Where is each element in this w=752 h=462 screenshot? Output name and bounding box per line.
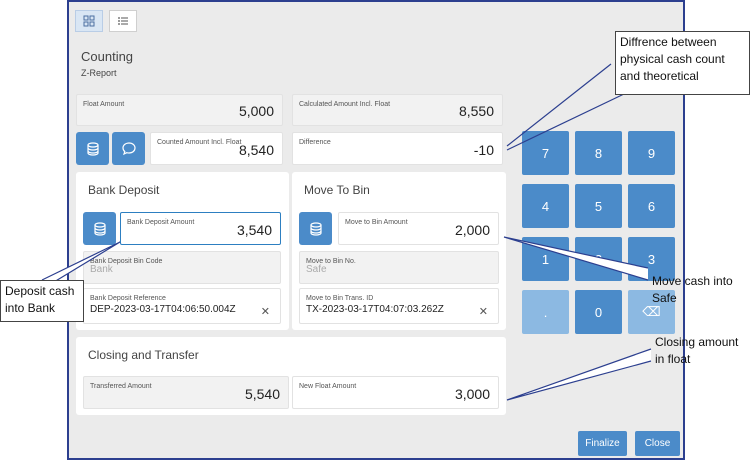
new-float-amount-input[interactable]: New Float Amount 3,000 — [292, 376, 499, 409]
keypad-8[interactable]: 8 — [575, 131, 622, 175]
bank-deposit-amount-label: Bank Deposit Amount — [127, 219, 195, 226]
keypad-6[interactable]: 6 — [628, 184, 675, 228]
comment-button[interactable] — [112, 132, 145, 165]
move-to-bin-no-label: Move to Bin No. — [306, 258, 356, 265]
bank-deposit-reference-value: DEP-2023-03-17T04:06:50.004Z — [90, 304, 236, 315]
float-amount-field: Float Amount 5,000 — [76, 94, 283, 126]
new-float-amount-value: 3,000 — [454, 386, 490, 402]
keypad-7[interactable]: 7 — [522, 131, 569, 175]
bank-deposit-amount-value: 3,540 — [236, 222, 272, 238]
bank-deposit-coins-button[interactable] — [83, 212, 116, 245]
page-title: Counting — [81, 49, 134, 64]
count-cash-button[interactable] — [76, 132, 109, 165]
keypad-1[interactable]: 1 — [522, 237, 569, 281]
move-to-bin-card: Move To Bin Move to Bin Amount 2,000 Mov… — [292, 172, 506, 330]
clear-icon[interactable]: ✕ — [478, 306, 488, 318]
closing-transfer-card: Closing and Transfer Transferred Amount … — [76, 337, 506, 415]
counting-window: Counting Z-Report Float Amount 5,000 Cal… — [67, 0, 685, 460]
closing-callout: Closing amount in float — [655, 335, 739, 366]
coins-icon — [86, 141, 99, 156]
float-amount-label: Float Amount — [83, 101, 125, 108]
counted-amount-field[interactable]: Counted Amount Incl. Float 8,540 — [150, 132, 283, 165]
bank-deposit-amount-input[interactable]: Bank Deposit Amount 3,540 — [120, 212, 281, 245]
counted-amount-label: Counted Amount Incl. Float — [157, 139, 242, 146]
keypad-decimal[interactable]: . — [522, 290, 569, 334]
difference-field: Difference -10 — [292, 132, 503, 165]
move-to-bin-amount-label: Move to Bin Amount — [345, 219, 408, 226]
move-to-bin-coins-button[interactable] — [299, 212, 332, 245]
page-subtitle: Z-Report — [81, 68, 117, 78]
coins-icon — [93, 221, 106, 236]
closing-transfer-title: Closing and Transfer — [88, 348, 199, 362]
coins-icon — [309, 221, 322, 236]
move-to-bin-trans-id-input[interactable]: Move to Bin Trans. ID TX-2023-03-17T04:0… — [299, 288, 499, 324]
keypad-5[interactable]: 5 — [575, 184, 622, 228]
comment-icon — [121, 141, 136, 155]
transferred-amount-label: Transferred Amount — [90, 383, 152, 390]
difference-label: Difference — [299, 139, 331, 146]
bank-deposit-reference-input[interactable]: Bank Deposit Reference DEP-2023-03-17T04… — [83, 288, 281, 324]
bank-deposit-bin-code-value: Bank — [90, 264, 113, 275]
calculated-amount-value: 8,550 — [458, 103, 494, 119]
move-to-bin-trans-id-value: TX-2023-03-17T04:07:03.262Z — [306, 304, 444, 315]
grid-view-button[interactable] — [75, 10, 103, 32]
calculated-amount-label: Calculated Amount Incl. Float — [299, 101, 391, 108]
deposit-callout: Deposit cash into Bank — [0, 280, 84, 322]
move-to-bin-amount-input[interactable]: Move to Bin Amount 2,000 — [338, 212, 499, 245]
keypad-4[interactable]: 4 — [522, 184, 569, 228]
list-view-button[interactable] — [109, 10, 137, 32]
keypad-9[interactable]: 9 — [628, 131, 675, 175]
new-float-amount-label: New Float Amount — [299, 383, 357, 390]
transferred-amount-field: Transferred Amount 5,540 — [83, 376, 289, 409]
calculated-amount-field: Calculated Amount Incl. Float 8,550 — [292, 94, 503, 126]
difference-value: -10 — [473, 142, 494, 158]
float-amount-value: 5,000 — [238, 103, 274, 119]
transferred-amount-value: 5,540 — [244, 386, 280, 402]
grid-view-icon — [83, 15, 95, 27]
keypad-0[interactable]: 0 — [575, 290, 622, 334]
clear-icon[interactable]: ✕ — [260, 306, 270, 318]
bank-deposit-bin-code-label: Bank Deposit Bin Code — [90, 258, 163, 265]
keypad-backspace[interactable]: ⌫ — [628, 290, 675, 334]
move-to-bin-amount-value: 2,000 — [454, 222, 490, 238]
close-button[interactable]: Close — [635, 431, 680, 456]
move-to-bin-title: Move To Bin — [304, 183, 370, 197]
counted-amount-value: 8,540 — [238, 142, 274, 158]
move-to-bin-no-value: Safe — [306, 264, 327, 275]
bank-deposit-bin-code-field: Bank Deposit Bin Code Bank — [83, 251, 281, 284]
move-to-bin-trans-id-label: Move to Bin Trans. ID — [306, 295, 374, 302]
finalize-button[interactable]: Finalize — [578, 431, 627, 456]
bank-deposit-reference-label: Bank Deposit Reference — [90, 295, 166, 302]
move-callout: Move cash into Safe — [652, 274, 733, 305]
list-view-icon — [118, 17, 128, 25]
bank-deposit-card: Bank Deposit Bank Deposit Amount 3,540 B… — [76, 172, 289, 330]
bank-deposit-title: Bank Deposit — [88, 183, 160, 197]
difference-callout: Diffrence between physical cash count an… — [615, 31, 750, 95]
move-to-bin-no-field: Move to Bin No. Safe — [299, 251, 499, 284]
